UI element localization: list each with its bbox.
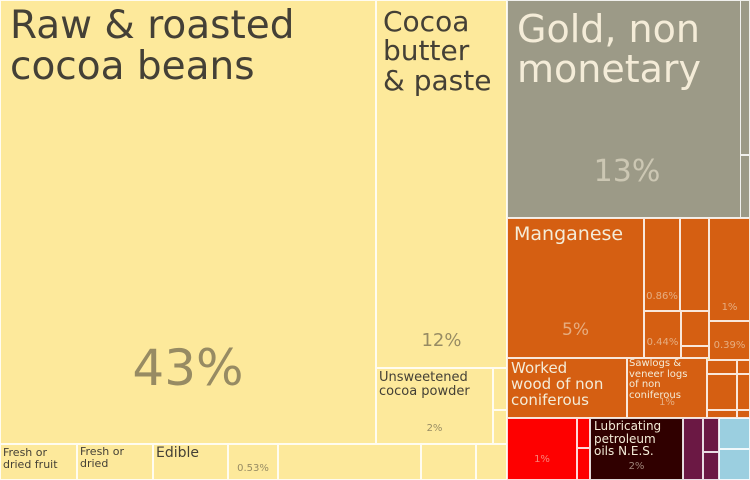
treemap-minor-tile (740, 155, 750, 218)
treemap-tile: 1% (709, 218, 750, 321)
treemap-tile: Cocoa butter & paste 12% (376, 0, 507, 368)
treemap-minor-tile (719, 418, 750, 449)
treemap-tile: 0.53% (228, 444, 278, 480)
tile-label: Lubricating petroleum oils N.E.S. (594, 419, 662, 459)
tile-share-label: 0.53% (237, 463, 269, 474)
treemap-tile: Raw & roasted cocoa beans 43% (0, 0, 376, 444)
treemap-minor-tile (703, 452, 719, 480)
treemap-minor-tile (707, 374, 737, 410)
tile-share-label: 43% (132, 339, 244, 397)
tile-share-label: 5% (562, 320, 589, 340)
tile-share-label: 2% (628, 461, 645, 472)
treemap-tile: Edible (153, 444, 228, 480)
tile-share-label: 0.86% (646, 291, 678, 302)
treemap-minor-tile (577, 418, 590, 448)
tile-share-label: 1% (659, 397, 675, 408)
treemap-tile: Manganese 5% (507, 218, 644, 358)
treemap-minor-tile (476, 444, 507, 480)
treemap-minor-tile (493, 410, 507, 444)
treemap-minor-tile (740, 0, 750, 155)
treemap-tile: Unsweetened cocoa powder 2% (376, 368, 493, 444)
tile-label: Gold, non monetary (517, 7, 702, 91)
treemap-tile: Gold, non monetary 13% (507, 0, 747, 218)
tile-label: Fresh or dried fruit (3, 446, 58, 471)
tile-label: Fresh or dried (80, 445, 125, 470)
treemap-minor-tile (681, 311, 709, 346)
tile-label: Unsweetened cocoa powder (379, 370, 470, 399)
treemap-minor-tile (703, 418, 719, 452)
treemap-tile: Worked wood of non coniferous (507, 358, 627, 418)
treemap-tile: Lubricating petroleum oils N.E.S. 2% (590, 418, 683, 480)
treemap-minor-tile (737, 374, 750, 410)
treemap-minor-tile (683, 418, 703, 480)
treemap-minor-tile (278, 444, 421, 480)
treemap-minor-tile (680, 218, 709, 311)
treemap-tile: 0.39% (709, 321, 750, 360)
tile-share-label: 0.44% (646, 337, 679, 348)
treemap-minor-tile (707, 360, 737, 374)
tile-label: Sawlogs & veneer logs of non coniferous (629, 358, 688, 401)
tile-label: Manganese (514, 223, 624, 245)
treemap-tile: 1% (507, 418, 577, 480)
treemap-minor-tile (737, 360, 750, 374)
treemap-minor-tile (421, 444, 476, 480)
tile-share-label: 2% (426, 423, 443, 434)
tile-label: Edible (156, 445, 200, 461)
treemap-minor-tile (577, 448, 590, 480)
tile-label: Raw & roasted cocoa beans (10, 3, 295, 89)
treemap-minor-tile (707, 410, 737, 418)
tile-share-label: 1% (721, 302, 738, 313)
tile-share-label: 13% (593, 154, 661, 189)
treemap-tile: 0.44% (644, 311, 681, 358)
tile-share-label: 0.39% (713, 340, 746, 351)
tile-label: Worked wood of non coniferous (511, 359, 604, 409)
treemap-tile: Fresh or dried fruit (0, 444, 77, 480)
tile-share-label: 1% (534, 454, 550, 465)
tile-label: Cocoa butter & paste (383, 5, 492, 97)
treemap-tile: Fresh or dried (77, 444, 153, 480)
treemap-minor-tile (737, 410, 750, 418)
tile-share-label: 12% (421, 330, 462, 351)
treemap-tile: 0.86% (644, 218, 680, 311)
treemap-minor-tile (681, 346, 709, 358)
treemap-minor-tile (493, 368, 507, 410)
treemap-minor-tile (719, 449, 750, 480)
treemap-tile: Sawlogs & veneer logs of non coniferous 1… (627, 358, 707, 418)
